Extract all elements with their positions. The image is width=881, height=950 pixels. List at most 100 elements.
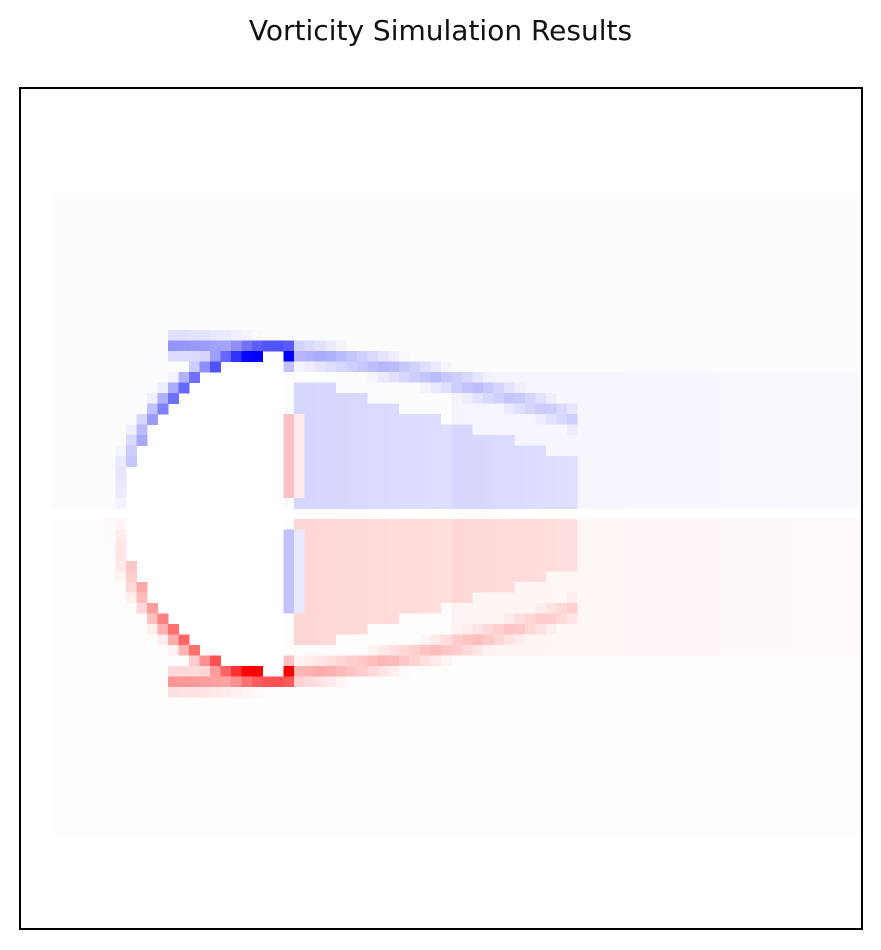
heatmap-cell (850, 246, 861, 258)
heatmap-cell (241, 749, 253, 761)
heatmap-cell (640, 361, 652, 373)
heatmap-cell (367, 634, 379, 646)
heatmap-cell (609, 644, 620, 656)
heatmap-cell (766, 256, 778, 268)
heatmap-cell (766, 193, 778, 205)
heatmap-cell (94, 267, 106, 279)
heatmap-cell (357, 309, 368, 321)
heatmap-cell (703, 592, 715, 604)
heatmap-cell (63, 445, 74, 457)
heatmap-cell (294, 309, 305, 321)
heatmap-cell (241, 309, 253, 321)
heatmap-cell (577, 235, 589, 247)
heatmap-cell (441, 655, 452, 667)
heatmap-cell (210, 749, 221, 761)
heatmap-cell (504, 424, 515, 436)
heatmap-cell (283, 435, 295, 446)
heatmap-cell (577, 351, 589, 363)
heatmap-cell (115, 372, 127, 384)
heatmap-cell (241, 707, 253, 719)
heatmap-cell (651, 225, 662, 237)
heatmap-cell (609, 351, 620, 363)
heatmap-cell (231, 193, 242, 205)
heatmap-cell (399, 214, 410, 226)
heatmap-cell (567, 686, 578, 698)
heatmap-cell (672, 466, 683, 478)
heatmap-cell (693, 435, 704, 446)
heatmap-cell (514, 225, 526, 237)
heatmap-cell (766, 267, 778, 279)
heatmap-cell (514, 424, 526, 436)
heatmap-cell (556, 770, 568, 782)
heatmap-cell (472, 739, 484, 751)
heatmap-cell (808, 256, 820, 268)
heatmap-cell (588, 309, 599, 321)
heatmap-cell (630, 256, 641, 268)
heatmap-cell (840, 267, 851, 279)
heatmap-cell (252, 330, 263, 342)
heatmap-cell (714, 739, 725, 751)
heatmap-cell (703, 403, 715, 415)
heatmap-cell (535, 361, 547, 373)
heatmap-cell (819, 686, 830, 698)
heatmap-cell (525, 256, 536, 268)
heatmap-cell (441, 697, 452, 709)
heatmap-cell (441, 319, 452, 331)
heatmap-cell (840, 372, 851, 384)
heatmap-cell (294, 235, 305, 247)
heatmap-cell (630, 518, 641, 530)
heatmap-cell (619, 812, 631, 824)
heatmap-cell (388, 550, 400, 562)
heatmap-cell (294, 319, 305, 331)
heatmap-cell (168, 718, 179, 730)
heatmap-cell (514, 812, 526, 824)
heatmap-cell (525, 403, 536, 415)
heatmap-cell (567, 707, 578, 719)
heatmap-cell (126, 246, 137, 258)
heatmap-cell (304, 487, 316, 499)
heatmap-cell (231, 707, 242, 719)
heatmap-cell (483, 193, 494, 205)
heatmap-cell (430, 550, 442, 562)
heatmap-cell (703, 644, 715, 656)
heatmap-cell (735, 403, 746, 415)
heatmap-cell (378, 823, 389, 835)
heatmap-cell (367, 718, 379, 730)
heatmap-cell (105, 288, 116, 300)
heatmap-cell (420, 529, 431, 541)
heatmap-cell (399, 435, 410, 446)
heatmap-cell (336, 393, 347, 405)
heatmap-cell (745, 361, 757, 373)
heatmap-cell (273, 288, 284, 300)
heatmap-cell (199, 676, 211, 688)
heatmap-cell (588, 435, 599, 446)
heatmap-cell (766, 319, 778, 331)
heatmap-cell (787, 518, 799, 530)
heatmap-cell (682, 193, 694, 205)
heatmap-cell (220, 791, 232, 803)
heatmap-cell (777, 697, 788, 709)
heatmap-cell (735, 382, 746, 394)
heatmap-cell (483, 550, 494, 562)
heatmap-cell (525, 623, 536, 635)
heatmap-cell (808, 560, 820, 572)
heatmap-cell (588, 225, 599, 237)
heatmap-cell (850, 613, 861, 625)
heatmap-cell (493, 791, 505, 803)
heatmap-cell (756, 235, 767, 247)
heatmap-cell (441, 477, 452, 488)
heatmap-cell (703, 351, 715, 363)
heatmap-cell (672, 791, 683, 803)
heatmap-cell (336, 361, 347, 373)
heatmap-cell (609, 435, 620, 446)
heatmap-cell (504, 330, 515, 342)
heatmap-cell (819, 655, 830, 667)
heatmap-cell (252, 697, 263, 709)
heatmap-cell (808, 665, 820, 677)
heatmap-cell (388, 518, 400, 530)
heatmap-cell (367, 246, 379, 258)
heatmap-cell (630, 487, 641, 499)
heatmap-cell (672, 382, 683, 394)
heatmap-cell (367, 435, 379, 446)
heatmap-cell (493, 361, 505, 373)
